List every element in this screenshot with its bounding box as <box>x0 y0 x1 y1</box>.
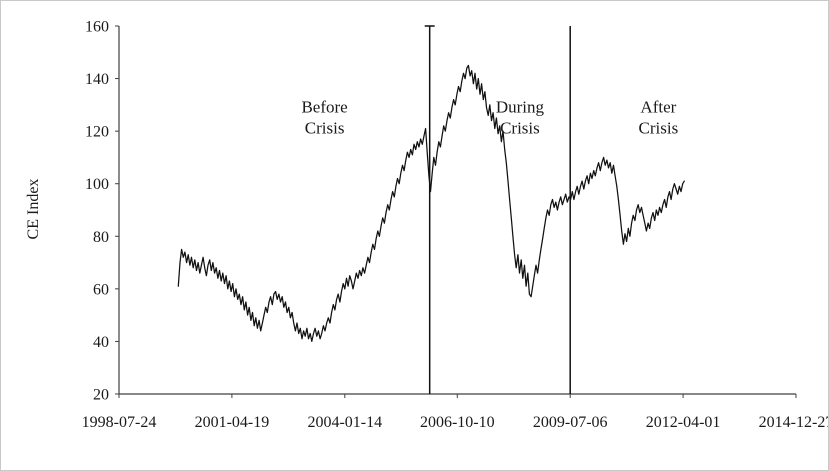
x-tick-label: 2014-12-27 <box>759 414 829 431</box>
y-tick-label: 20 <box>93 387 109 404</box>
y-tick-label: 140 <box>85 71 109 88</box>
y-tick-label: 120 <box>85 124 109 141</box>
annotation-during-crisis: During Crisis <box>496 98 545 138</box>
y-axis-title: CE Index <box>25 178 42 240</box>
x-tick-label: 2006-10-10 <box>420 414 495 431</box>
x-tick-label: 2001-04-19 <box>195 414 270 431</box>
ce-index-line <box>177 64 685 343</box>
annotation-after-crisis: After Crisis <box>639 98 679 138</box>
x-tick-label: 2004-01-14 <box>307 414 382 431</box>
x-tick-label: 2009-07-06 <box>533 414 608 431</box>
x-tick-label: 2012-04-01 <box>646 414 721 431</box>
annotation-before-crisis: Before Crisis <box>301 98 347 138</box>
y-tick-label: 80 <box>93 229 109 246</box>
y-tick-label: 40 <box>93 334 109 351</box>
y-tick-label: 160 <box>85 19 109 36</box>
y-tick-label: 60 <box>93 281 109 298</box>
x-tick-label: 1998-07-24 <box>82 414 157 431</box>
y-tick-label: 100 <box>85 176 109 193</box>
